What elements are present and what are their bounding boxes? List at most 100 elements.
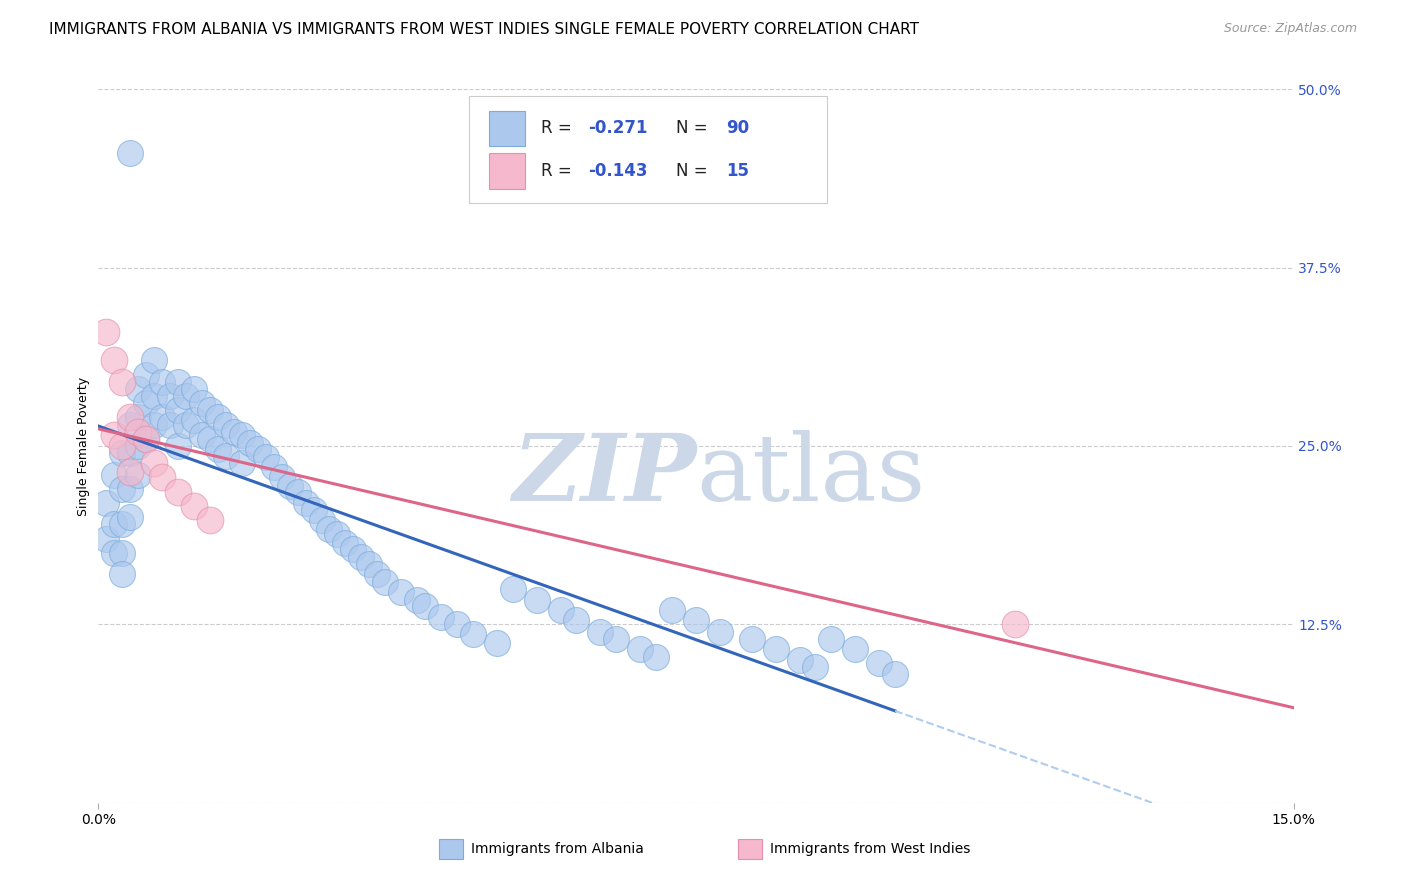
Point — [111, 375, 134, 389]
Point — [127, 410, 149, 425]
Point — [366, 567, 388, 582]
Point — [335, 536, 357, 550]
Point — [342, 541, 364, 556]
Point — [461, 627, 484, 641]
Point — [127, 425, 149, 439]
Point — [120, 417, 142, 432]
Point — [111, 482, 134, 496]
Point — [120, 510, 142, 524]
Text: R =: R = — [541, 120, 576, 137]
Point — [111, 446, 134, 460]
Point — [628, 641, 651, 656]
Point — [350, 550, 373, 565]
Text: ZIP: ZIP — [512, 430, 696, 519]
Point — [111, 517, 134, 532]
Point — [645, 650, 668, 665]
Point — [143, 389, 166, 403]
Point — [150, 410, 173, 425]
Point — [502, 582, 524, 596]
Point — [413, 599, 436, 613]
Point — [741, 632, 763, 646]
Point — [111, 439, 134, 453]
Text: N =: N = — [676, 120, 707, 137]
Point — [198, 432, 221, 446]
Point — [605, 632, 627, 646]
FancyBboxPatch shape — [738, 839, 762, 859]
Point — [159, 389, 181, 403]
Text: Immigrants from West Indies: Immigrants from West Indies — [770, 842, 970, 856]
Text: N =: N = — [676, 162, 707, 180]
Point — [183, 413, 205, 427]
Point — [254, 450, 277, 465]
Point — [150, 375, 173, 389]
Text: Source: ZipAtlas.com: Source: ZipAtlas.com — [1223, 22, 1357, 36]
Point — [183, 382, 205, 396]
Point — [103, 353, 125, 368]
Point — [709, 624, 731, 639]
Point — [804, 660, 827, 674]
Text: -0.271: -0.271 — [589, 120, 648, 137]
Point — [526, 593, 548, 607]
Point — [430, 610, 453, 624]
Point — [103, 427, 125, 442]
Point — [207, 410, 229, 425]
Point — [550, 603, 572, 617]
Point — [270, 470, 292, 484]
Point — [120, 446, 142, 460]
Point — [565, 613, 588, 627]
FancyBboxPatch shape — [489, 153, 524, 189]
Point — [183, 499, 205, 513]
Point — [789, 653, 811, 667]
Point — [884, 667, 907, 681]
Point — [143, 417, 166, 432]
Point — [174, 417, 197, 432]
Text: 90: 90 — [725, 120, 749, 137]
Point — [150, 470, 173, 484]
Point — [246, 442, 269, 456]
Text: 15: 15 — [725, 162, 749, 180]
Point — [326, 527, 349, 541]
Point — [135, 432, 157, 446]
Point — [103, 546, 125, 560]
Point — [198, 403, 221, 417]
Point — [198, 513, 221, 527]
Point — [215, 449, 238, 463]
Point — [191, 396, 214, 410]
Point — [215, 417, 238, 432]
Text: R =: R = — [541, 162, 576, 180]
Point — [868, 656, 890, 670]
Point — [389, 584, 412, 599]
Point — [135, 396, 157, 410]
Point — [111, 567, 134, 582]
Point — [294, 496, 316, 510]
Point — [96, 532, 118, 546]
Point — [231, 427, 253, 442]
Point — [167, 375, 190, 389]
Point — [239, 436, 262, 450]
Text: IMMIGRANTS FROM ALBANIA VS IMMIGRANTS FROM WEST INDIES SINGLE FEMALE POVERTY COR: IMMIGRANTS FROM ALBANIA VS IMMIGRANTS FR… — [49, 22, 920, 37]
FancyBboxPatch shape — [439, 839, 463, 859]
Point — [120, 410, 142, 425]
Point — [222, 425, 245, 439]
Point — [311, 513, 333, 527]
Point — [120, 482, 142, 496]
Point — [359, 558, 381, 572]
Point — [167, 484, 190, 499]
Point — [167, 403, 190, 417]
Point — [589, 624, 612, 639]
Point — [207, 442, 229, 456]
Text: Immigrants from Albania: Immigrants from Albania — [471, 842, 644, 856]
Point — [159, 417, 181, 432]
Point — [96, 496, 118, 510]
Point — [406, 593, 429, 607]
Y-axis label: Single Female Poverty: Single Female Poverty — [77, 376, 90, 516]
Point — [103, 467, 125, 482]
Point — [127, 439, 149, 453]
Point — [96, 325, 118, 339]
Point — [765, 641, 787, 656]
Point — [231, 456, 253, 470]
FancyBboxPatch shape — [470, 96, 827, 203]
Point — [120, 465, 142, 479]
Point — [135, 368, 157, 382]
Point — [127, 382, 149, 396]
